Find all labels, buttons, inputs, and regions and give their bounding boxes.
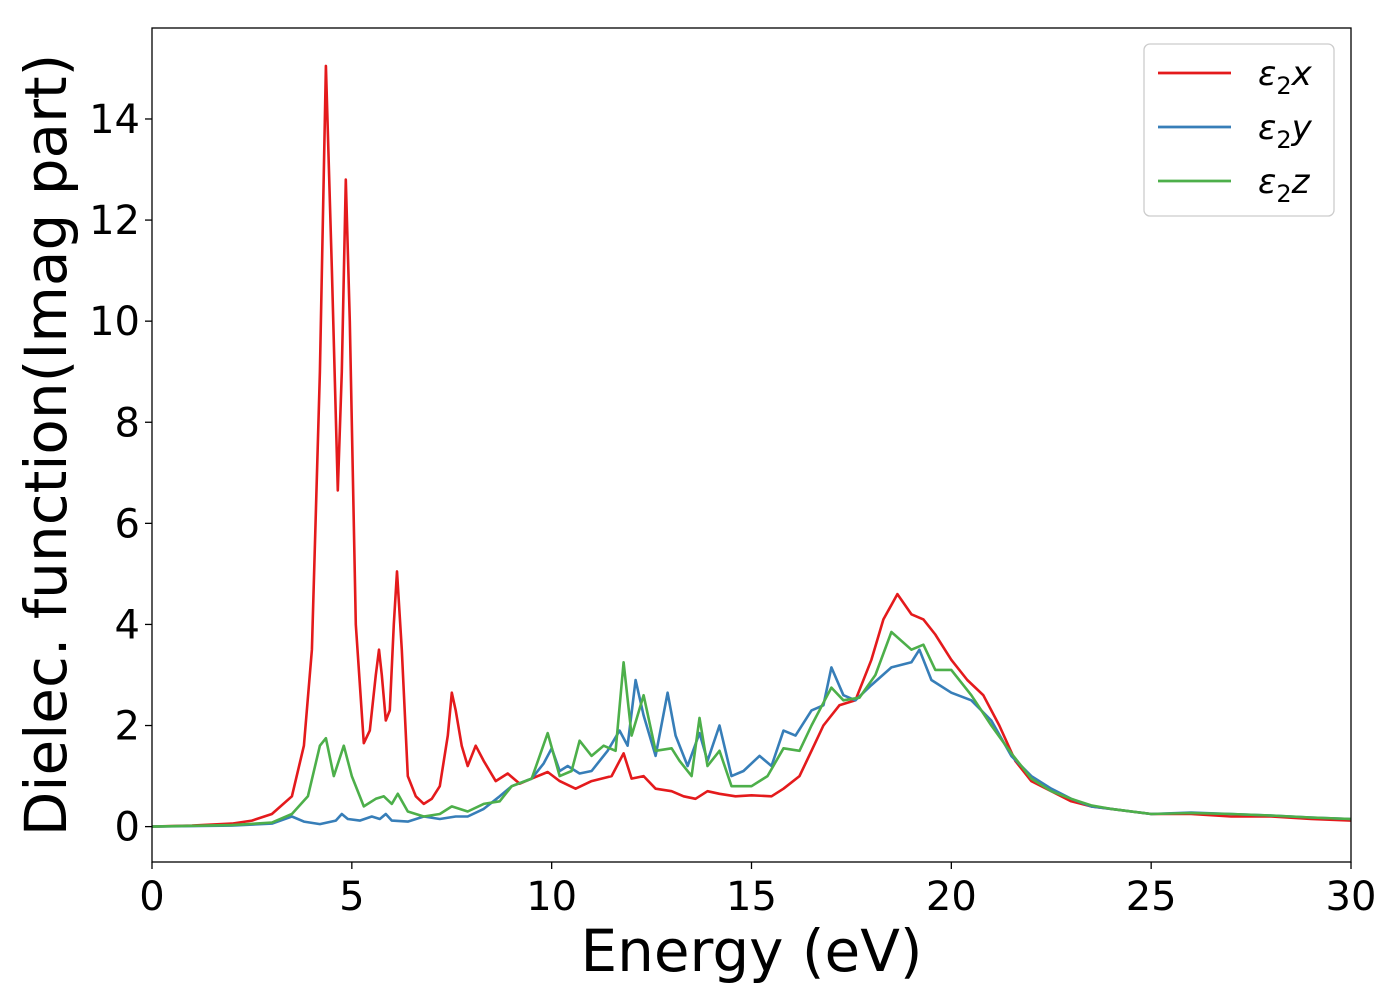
x-tick-label: 20 (926, 874, 977, 920)
series-line-x (152, 64, 1351, 828)
x-axis-label: Energy (eV) (580, 917, 922, 985)
legend-entry-z: ε2z (1258, 162, 1311, 208)
y-tick-label: 14 (89, 97, 140, 143)
x-tick-label: 30 (1326, 874, 1377, 920)
legend-entry-x: ε2x (1258, 54, 1313, 100)
y-tick-label: 8 (115, 400, 140, 446)
legend-entry-y: ε2y (1258, 108, 1313, 154)
y-tick-label: 6 (115, 501, 140, 547)
y-tick-label: 12 (89, 198, 140, 244)
y-tick-label: 0 (115, 805, 140, 851)
y-tick-label: 4 (115, 602, 140, 648)
legend-box (1143, 43, 1335, 217)
x-axis-ticks: 0 5 10 15 20 25 30 (139, 862, 1376, 920)
plot-area (152, 64, 1351, 828)
x-tick-label: 0 (139, 874, 164, 920)
y-tick-label: 2 (115, 704, 140, 750)
series-line-z (152, 630, 1351, 828)
legend: ε2x ε2y ε2z (1143, 43, 1335, 217)
x-tick-label: 25 (1126, 874, 1177, 920)
x-tick-label: 10 (526, 874, 577, 920)
plot-frame (151, 27, 1352, 863)
x-tick-label: 15 (726, 874, 777, 920)
series-line-y (152, 648, 1351, 828)
x-tick-label: 5 (339, 874, 364, 920)
y-axis-ticks: 0 2 4 6 8 10 12 14 (89, 97, 152, 851)
y-tick-label: 10 (89, 299, 140, 345)
y-axis-label: Dielec. function(Imag part) (12, 54, 80, 837)
